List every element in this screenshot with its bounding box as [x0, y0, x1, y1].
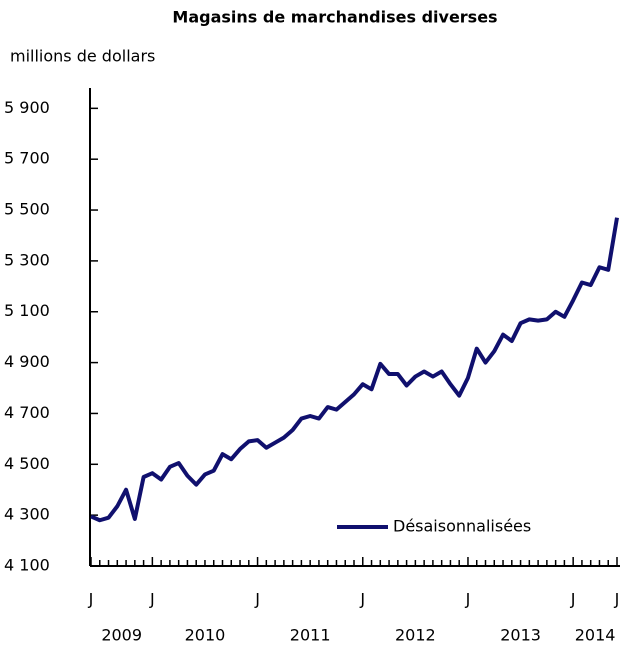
x-tick-label: J	[614, 590, 620, 609]
y-tick-label: 4 700	[4, 403, 50, 422]
y-tick-label: 5 300	[4, 250, 50, 269]
y-axis-label: millions de dollars	[10, 47, 155, 66]
legend-label: Désaisonnalisées	[393, 517, 531, 536]
year-label: 2011	[290, 626, 331, 645]
x-tick-label: J	[359, 590, 365, 609]
year-label: 2014	[575, 626, 616, 645]
year-label: 2009	[101, 626, 142, 645]
x-tick-label: J	[149, 590, 155, 609]
line-series	[90, 217, 619, 523]
chart-title: Magasins de marchandises diverses	[172, 8, 497, 27]
year-label: 2012	[395, 626, 436, 645]
y-tick-label: 4 500	[4, 454, 50, 473]
x-tick-label: J	[254, 590, 260, 609]
year-label: 2013	[500, 626, 541, 645]
y-tick-label: 4 900	[4, 352, 50, 371]
y-tick-label: 4 300	[4, 505, 50, 524]
x-tick-label: J	[465, 590, 471, 609]
y-tick-label: 5 100	[4, 301, 50, 320]
year-label: 2010	[185, 626, 226, 645]
y-tick-label: 5 700	[4, 149, 50, 168]
y-tick-label: 5 900	[4, 98, 50, 117]
x-tick-label: J	[570, 590, 576, 609]
y-tick-label: 4 100	[4, 556, 50, 575]
y-tick-label: 5 500	[4, 200, 50, 219]
x-tick-label: J	[88, 590, 94, 609]
